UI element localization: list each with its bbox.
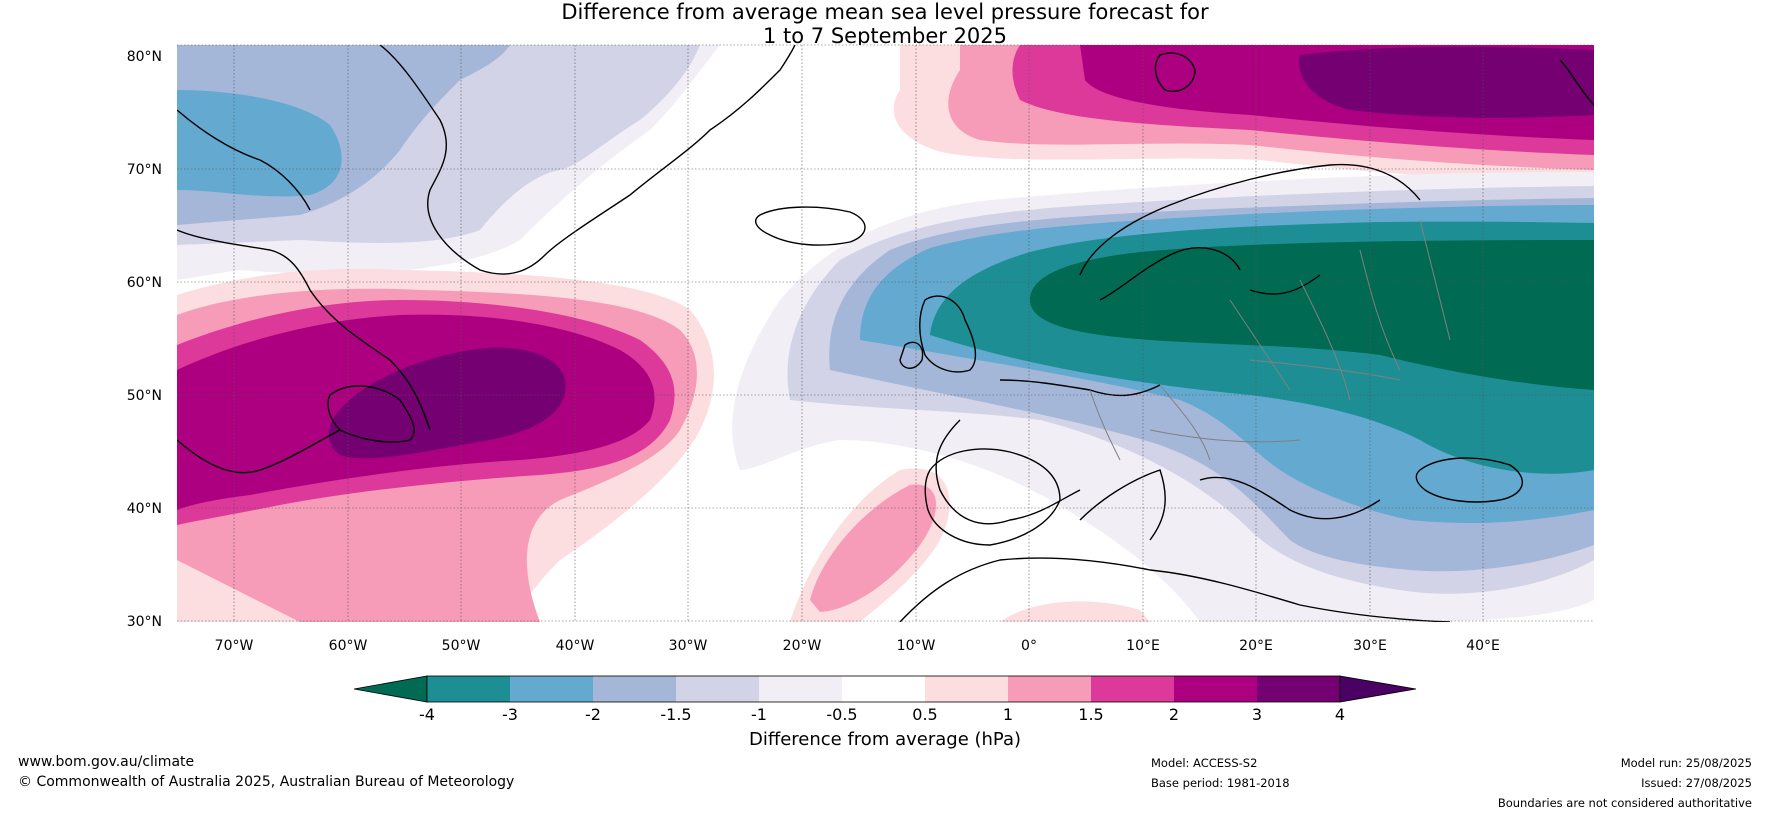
title-line-1: Difference from average mean sea level p… (561, 0, 1209, 24)
colorbar-tick-4: -1 (751, 705, 767, 724)
title-line-2: 1 to 7 September 2025 (762, 24, 1008, 48)
colorbar-band-9 (1174, 676, 1257, 702)
colorbar-tick-8: 1.5 (1078, 705, 1103, 724)
lat-label-80n: 80°N (127, 49, 162, 65)
lon-label-40e: 40°E (1466, 638, 1500, 654)
colorbar-tick-10: 3 (1252, 705, 1262, 724)
colorbar-band-3 (676, 676, 759, 702)
model-name: Model: ACCESS-S2 (1151, 756, 1258, 770)
website-url[interactable]: www.bom.gov.au/climate (18, 754, 195, 770)
copyright-notice: © Commonwealth of Australia 2025, Austra… (18, 774, 515, 790)
black-sea-coast (1415, 457, 1523, 503)
colorbar-band-10 (1257, 676, 1340, 702)
british-isles-coast (899, 295, 977, 373)
coastlines (177, 45, 1594, 622)
longitude-labels: 70°W 60°W 50°W 40°W 30°W 20°W 10°W 0° 10… (215, 638, 1500, 654)
colorbar-ticks: -4 -3 -2 -1.5 -1 -0.5 0.5 1 1.5 2 3 4 (419, 705, 1345, 724)
lon-label-40w: 40°W (556, 638, 595, 654)
colorbar-tick-2: -2 (585, 705, 601, 724)
svalbard-coast (1154, 52, 1196, 92)
colorbar-band-8 (1091, 676, 1174, 702)
colorbar-label: Difference from average (hPa) (749, 729, 1021, 750)
colorbar-band-2 (593, 676, 676, 702)
newfoundland-coast (327, 385, 415, 443)
colorbar-band-0 (427, 676, 510, 702)
colorbar-tick-9: 2 (1169, 705, 1179, 724)
colorbar-band-7 (1008, 676, 1091, 702)
north-africa-coast (899, 557, 1451, 622)
lat-label-50n: 50°N (127, 388, 162, 404)
lon-label-20w: 20°W (783, 638, 822, 654)
colorbar-outline (426, 675, 1341, 703)
boundaries-disclaimer: Boundaries are not considered authoritat… (1497, 796, 1752, 810)
colorbar-band-5 (842, 676, 925, 702)
colorbar-tick-11: 4 (1335, 705, 1345, 724)
colorbar-tick-0: -4 (419, 705, 435, 724)
lon-label-50w: 50°W (442, 638, 481, 654)
colorbar-tick-1: -3 (502, 705, 518, 724)
lon-label-60w: 60°W (329, 638, 368, 654)
contour-pos-0.5-africa (1000, 601, 1150, 622)
base-period: Base period: 1981-2018 (1151, 776, 1290, 790)
lat-label-30n: 30°N (127, 614, 162, 630)
scandinavia-coast (1079, 163, 1421, 301)
issued-date: Issued: 27/08/2025 (1641, 776, 1752, 790)
colorbar-band-4 (759, 676, 842, 702)
lon-label-70w: 70°W (215, 638, 254, 654)
colorbar-tick-5: -0.5 (826, 705, 857, 724)
country-borders (1089, 219, 1451, 461)
colorbar-tick-7: 1 (1003, 705, 1013, 724)
contour-neg-2-labrador (177, 90, 342, 197)
contour-pos-3-arctic (1299, 46, 1594, 118)
lon-label-10e: 10°E (1126, 638, 1160, 654)
greenland-coast (379, 45, 796, 275)
map-title: Difference from average mean sea level p… (0, 0, 1770, 48)
lon-label-20e: 20°E (1239, 638, 1273, 654)
iceland-coast (755, 206, 866, 246)
lat-label-70n: 70°N (127, 162, 162, 178)
colorbar-band-6 (925, 676, 1008, 702)
colorbar-band-1 (510, 676, 593, 702)
iberia-coast (924, 448, 1061, 546)
lat-label-60n: 60°N (127, 275, 162, 291)
contour-pos-3-atlantic (328, 347, 566, 459)
novaya-zemlya-coast (1559, 59, 1594, 106)
latitude-labels: 80°N 70°N 60°N 50°N 40°N 30°N (127, 49, 162, 630)
lon-label-30w: 30°W (669, 638, 708, 654)
colorbar-under-triangle (353, 675, 428, 703)
colorbar: -4 -3 -2 -1.5 -1 -0.5 0.5 1 1.5 2 3 4 Di… (353, 675, 1417, 750)
anomaly-field (177, 45, 1594, 622)
colorbar-tick-3: -1.5 (660, 705, 691, 724)
contour-pos-1-iberia (810, 484, 937, 612)
model-run-date: Model run: 25/08/2025 (1620, 756, 1752, 770)
contour-neg-4-europe (1030, 240, 1594, 390)
colorbar-over-triangle (1339, 675, 1417, 703)
colorbar-tick-6: 0.5 (912, 705, 937, 724)
graticule (177, 44, 1594, 622)
lon-label-30e: 30°E (1353, 638, 1387, 654)
lon-label-10w: 10°W (897, 638, 936, 654)
labrador-coast (177, 109, 431, 474)
lon-label-0: 0° (1021, 638, 1037, 654)
lat-label-40n: 40°N (127, 501, 162, 517)
europe-mainland-coast (935, 379, 1381, 541)
